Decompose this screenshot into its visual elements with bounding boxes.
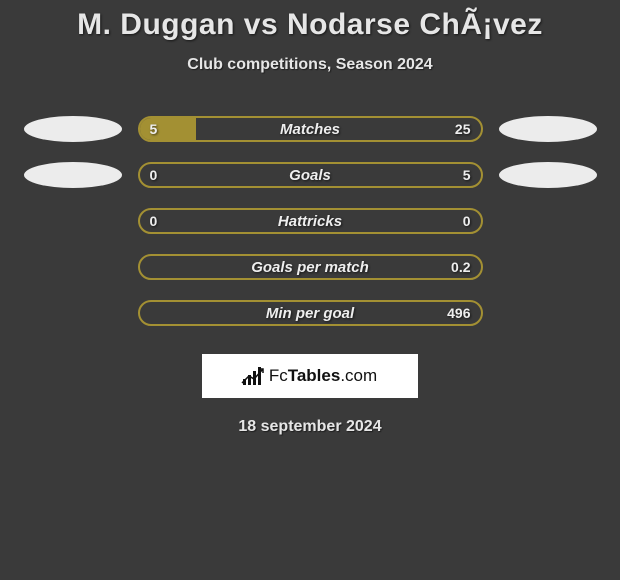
stat-rows: 5Matches250Goals50Hattricks0Goals per ma… <box>0 116 620 326</box>
stat-right-value: 496 <box>447 302 470 324</box>
right-slot <box>483 162 613 188</box>
left-slot <box>8 162 138 188</box>
stat-bar: Min per goal496 <box>138 300 483 326</box>
fctables-logo: FcTables.com <box>202 354 418 398</box>
stat-label: Goals <box>140 164 481 186</box>
logo-text: FcTables.com <box>269 366 377 386</box>
page-title: M. Duggan vs Nodarse ChÃ¡vez <box>0 8 620 42</box>
left-oval <box>24 162 122 188</box>
stat-label: Min per goal <box>140 302 481 324</box>
stat-bar: 5Matches25 <box>138 116 483 142</box>
stat-right-value: 5 <box>463 164 471 186</box>
fill-left <box>140 118 197 140</box>
stat-right-value: 25 <box>455 118 471 140</box>
stat-right-value: 0 <box>463 210 471 232</box>
stat-bar: 0Hattricks0 <box>138 208 483 234</box>
bars-icon-col <box>253 371 256 385</box>
stat-row: Goals per match0.2 <box>0 254 620 280</box>
bars-icon-col <box>258 367 261 385</box>
stat-left-value: 0 <box>150 164 158 186</box>
logo-fc: Fc <box>269 366 288 385</box>
right-oval <box>499 162 597 188</box>
comparison-card: M. Duggan vs Nodarse ChÃ¡vez Club compet… <box>0 0 620 580</box>
bars-icon-col <box>248 375 251 385</box>
stat-row: 5Matches25 <box>0 116 620 142</box>
stat-row: Min per goal496 <box>0 300 620 326</box>
logo-tables: Tables <box>288 366 341 385</box>
bars-icon <box>243 367 261 385</box>
date-text: 18 september 2024 <box>0 418 620 436</box>
stat-row: 0Hattricks0 <box>0 208 620 234</box>
bars-icon-col <box>243 379 246 385</box>
stat-row: 0Goals5 <box>0 162 620 188</box>
stat-left-value: 0 <box>150 210 158 232</box>
stat-right-value: 0.2 <box>451 256 470 278</box>
stat-label: Goals per match <box>140 256 481 278</box>
logo-com: .com <box>340 366 377 385</box>
stat-bar: 0Goals5 <box>138 162 483 188</box>
left-oval <box>24 116 122 142</box>
stat-label: Hattricks <box>140 210 481 232</box>
right-slot <box>483 116 613 142</box>
left-slot <box>8 116 138 142</box>
right-oval <box>499 116 597 142</box>
stat-bar: Goals per match0.2 <box>138 254 483 280</box>
subtitle: Club competitions, Season 2024 <box>0 56 620 74</box>
